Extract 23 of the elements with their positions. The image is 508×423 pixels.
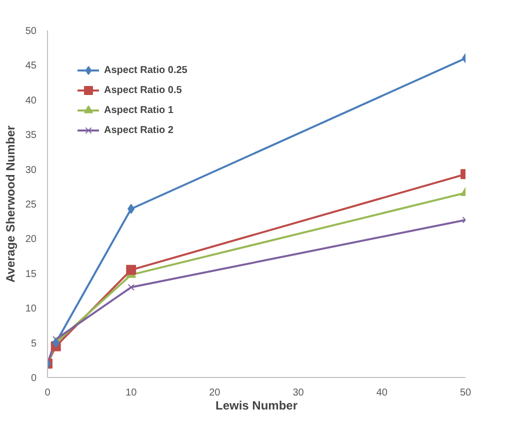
y-tick-label: 50 [25,26,37,37]
y-tick-label: 30 [25,164,37,176]
legend-label: Aspect Ratio 0.5 [104,84,182,96]
x-tick-label: 20 [209,388,221,398]
legend-label: Aspect Ratio 1 [104,104,174,116]
y-axis-title: Average Sherwood Number [3,125,18,282]
y-tick-label: 35 [25,130,37,142]
y-tick-label: 45 [25,60,37,72]
legend-label: Aspect Ratio 2 [104,124,174,136]
x-axis-title: Lewis Number [215,398,298,412]
legend-label: Aspect Ratio 0.25 [104,64,188,76]
x-tick-label: 30 [292,388,304,398]
y-tick-label: 40 [25,95,37,106]
y-tick-label: 15 [25,268,37,280]
x-tick-label: 50 [460,388,472,398]
y-tick-label: 25 [25,200,37,210]
y-tick-label: 0 [30,373,37,384]
x-tick-label: 40 [376,388,388,398]
x-tick-label: 10 [126,388,138,398]
y-tick-label: 5 [30,338,37,350]
y-tick-label: 10 [25,304,37,315]
x-tick-label: 0 [44,388,51,398]
y-tick-label: 20 [25,234,37,246]
